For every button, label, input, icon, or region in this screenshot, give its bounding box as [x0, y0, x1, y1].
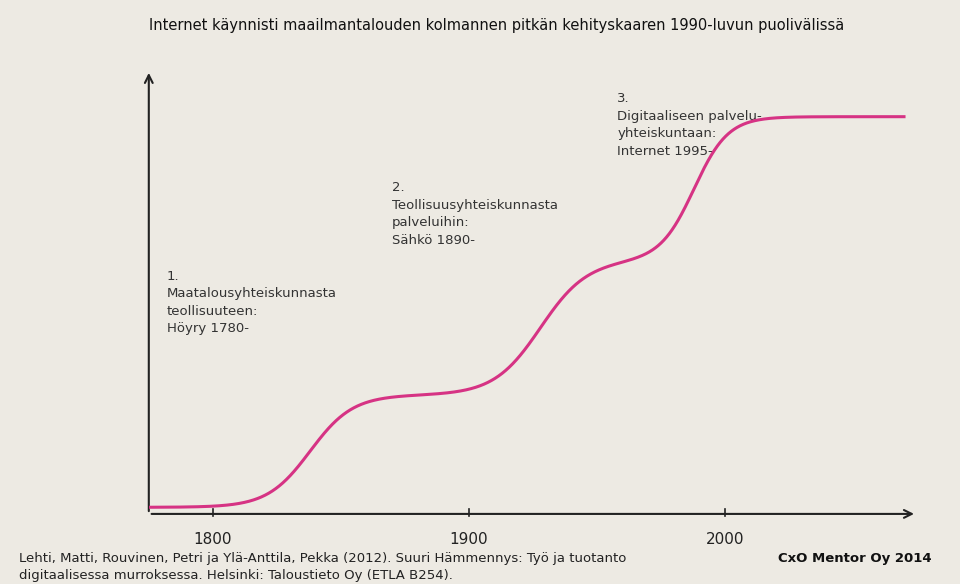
- Text: 1900: 1900: [449, 531, 488, 547]
- Text: 2000: 2000: [706, 531, 744, 547]
- Text: 1800: 1800: [194, 531, 232, 547]
- Text: 1.
Maatalousyhteiskunnasta
teollisuuteen:
Höyry 1780-: 1. Maatalousyhteiskunnasta teollisuuteen…: [167, 270, 337, 335]
- Text: Internet käynnisti maailmantalouden kolmannen pitkän kehityskaaren 1990-luvun pu: Internet käynnisti maailmantalouden kolm…: [149, 18, 844, 33]
- Text: Lehti, Matti, Rouvinen, Petri ja Ylä-Anttila, Pekka (2012). Suuri Hämmennys: Työ: Lehti, Matti, Rouvinen, Petri ja Ylä-Ant…: [19, 552, 627, 582]
- Text: 2.
Teollisuusyhteiskunnasta
palveluihin:
Sähkö 1890-: 2. Teollisuusyhteiskunnasta palveluihin:…: [392, 181, 558, 246]
- Text: CxO Mentor Oy 2014: CxO Mentor Oy 2014: [778, 552, 931, 565]
- Text: 3.
Digitaaliseen palvelu-
yhteiskuntaan:
Internet 1995-: 3. Digitaaliseen palvelu- yhteiskuntaan:…: [617, 92, 762, 158]
